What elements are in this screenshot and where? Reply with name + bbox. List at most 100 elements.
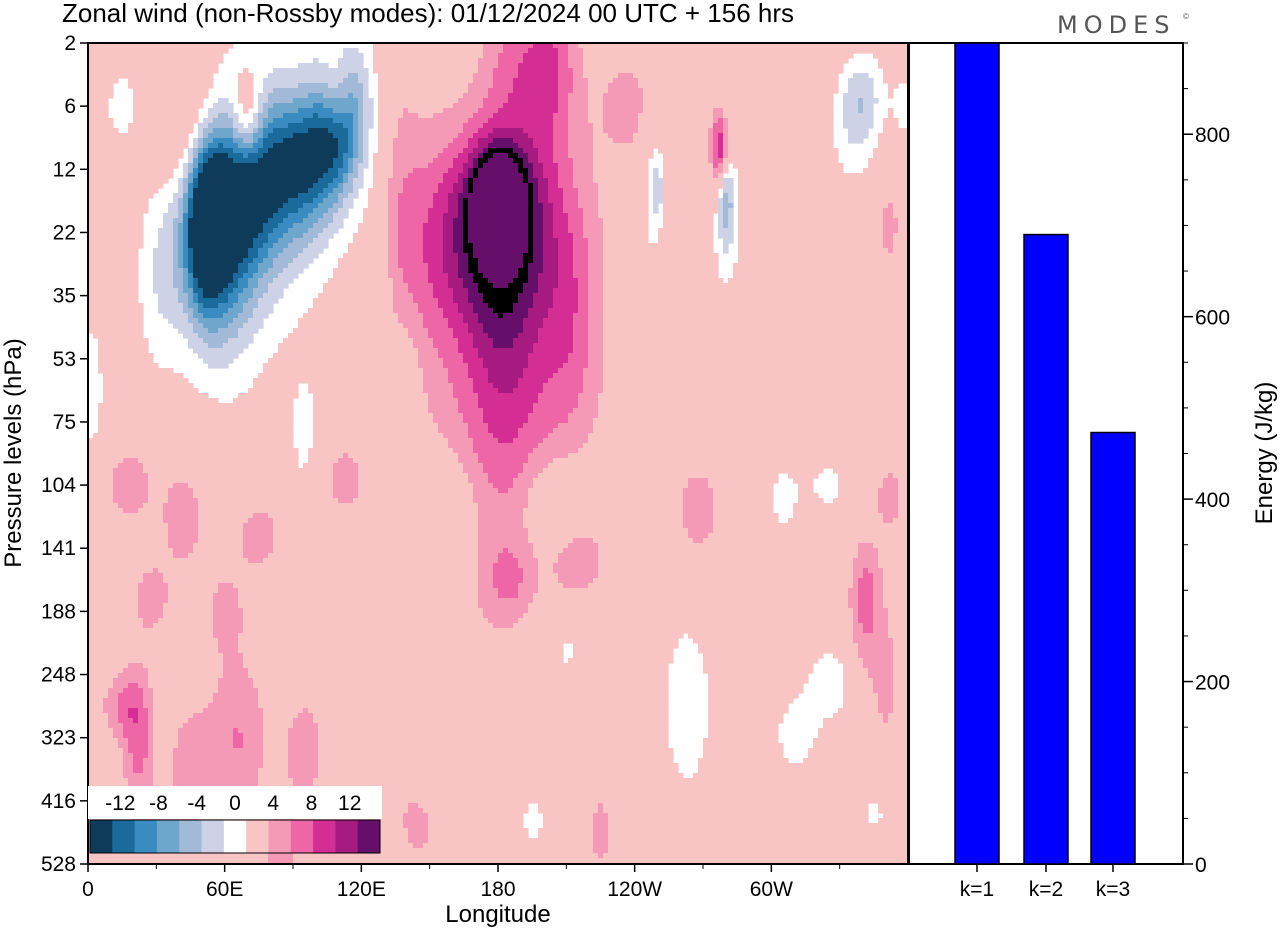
heatmap-cell <box>268 78 274 84</box>
heatmap-cell <box>148 103 154 109</box>
heatmap-cell <box>393 153 399 159</box>
heatmap-cell <box>428 48 434 54</box>
heatmap-cell <box>293 133 299 139</box>
heatmap-cell <box>633 148 639 154</box>
heatmap-cell <box>453 173 459 179</box>
heatmap-cell <box>468 48 474 54</box>
heatmap-cell <box>863 93 869 99</box>
heatmap-cell <box>883 153 889 159</box>
heatmap-cell <box>508 98 514 104</box>
heatmap-cell <box>223 48 229 54</box>
heatmap-cell <box>163 138 169 144</box>
heatmap-cell <box>278 98 284 104</box>
heatmap-cell <box>348 83 354 89</box>
heatmap-cell <box>443 163 449 169</box>
heatmap-cell <box>408 203 414 209</box>
heatmap-cell <box>478 103 484 109</box>
heatmap-cell <box>453 158 459 164</box>
heatmap-cell <box>633 98 639 104</box>
heatmap-cell <box>588 173 594 179</box>
heatmap-cell <box>658 188 664 194</box>
heatmap-cell <box>423 73 429 79</box>
heatmap-cell <box>378 43 384 49</box>
heatmap-cell <box>738 163 744 169</box>
heatmap-cell <box>103 178 109 184</box>
heatmap-cell <box>583 158 589 164</box>
heatmap-cell <box>118 58 124 64</box>
heatmap-cell <box>608 168 614 174</box>
heatmap-cell <box>213 123 219 129</box>
heatmap-cell <box>128 158 134 164</box>
heatmap-cell <box>88 43 94 49</box>
heatmap-cell <box>163 153 169 159</box>
heatmap-cell <box>548 103 554 109</box>
heatmap-cell <box>608 143 614 149</box>
heatmap-cell <box>643 98 649 104</box>
heatmap-cell <box>333 128 339 134</box>
heatmap-cell <box>828 43 834 49</box>
heatmap-cell <box>193 83 199 89</box>
heatmap-cell <box>798 178 804 184</box>
heatmap-cell <box>583 108 589 114</box>
heatmap-cell <box>398 198 404 204</box>
heatmap-cell <box>623 73 629 79</box>
heatmap-cell <box>353 133 359 139</box>
heatmap-cell <box>343 188 349 194</box>
heatmap-cell <box>203 138 209 144</box>
heatmap-cell <box>278 168 284 174</box>
heatmap-cell <box>513 173 519 179</box>
heatmap-cell <box>318 93 324 99</box>
heatmap-cell <box>203 208 209 214</box>
heatmap-cell <box>333 188 339 194</box>
heatmap-cell <box>713 158 719 164</box>
heatmap-cell <box>178 98 184 104</box>
heatmap-cell <box>318 133 324 139</box>
heatmap-cell <box>448 183 454 189</box>
heatmap-cell <box>128 198 134 204</box>
heatmap-cell <box>98 208 104 214</box>
heatmap-cell <box>808 178 814 184</box>
heatmap-cell <box>793 138 799 144</box>
heatmap-cell <box>293 98 299 104</box>
heatmap-cell <box>743 183 749 189</box>
heatmap-cell <box>353 93 359 99</box>
heatmap-cell <box>448 203 454 209</box>
heatmap-cell <box>268 138 274 144</box>
heatmap-cell <box>253 153 259 159</box>
heatmap-cell <box>408 103 414 109</box>
heatmap-cell <box>733 133 739 139</box>
heatmap-cell <box>668 153 674 159</box>
heatmap-cell <box>843 183 849 189</box>
heatmap-cell <box>803 78 809 84</box>
heatmap-cell <box>858 43 864 49</box>
heatmap-cell <box>723 143 729 149</box>
heatmap-cell <box>88 93 94 99</box>
heatmap-cell <box>718 53 724 59</box>
heatmap-cell <box>153 113 159 119</box>
heatmap-cell <box>518 183 524 189</box>
heatmap-cell <box>143 83 149 89</box>
heatmap-cell <box>818 163 824 169</box>
heatmap-cell <box>793 98 799 104</box>
heatmap-cell <box>758 188 764 194</box>
heatmap-cell <box>443 58 449 64</box>
heatmap-cell <box>723 48 729 54</box>
heatmap-cell <box>288 173 294 179</box>
heatmap-cell <box>553 188 559 194</box>
heatmap-cell <box>283 193 289 199</box>
heatmap-cell <box>628 118 634 124</box>
heatmap-cell <box>728 78 734 84</box>
heatmap-cell <box>268 173 274 179</box>
heatmap-cell <box>618 83 624 89</box>
heatmap-cell <box>323 78 329 84</box>
heatmap-cell <box>628 138 634 144</box>
heatmap-cell <box>543 198 549 204</box>
heatmap-cell <box>458 203 464 209</box>
heatmap-cell <box>173 73 179 79</box>
heatmap-cell <box>658 183 664 189</box>
heatmap-cell <box>213 183 219 189</box>
heatmap-cell <box>498 143 504 149</box>
heatmap-cell <box>313 73 319 79</box>
heatmap-cell <box>448 163 454 169</box>
heatmap-cell <box>878 183 884 189</box>
